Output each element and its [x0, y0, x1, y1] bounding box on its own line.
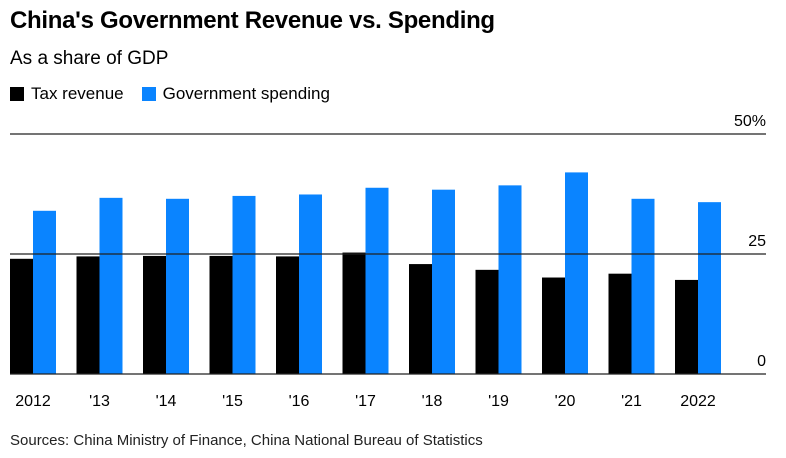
bar-tax-revenue-2: [143, 255, 166, 374]
legend-item-government-spending: Government spending: [141, 84, 330, 104]
bar-tax-revenue-0: [10, 258, 33, 374]
x-tick-label-10: 2022: [680, 393, 716, 410]
x-tick-label-7: '19: [488, 393, 509, 410]
x-tick-label-3: '15: [222, 393, 243, 410]
bar-tax-revenue-4: [276, 256, 299, 374]
bar-government-spending-2: [166, 198, 189, 374]
x-tick-label-9: '21: [621, 393, 642, 410]
chart-subtitle: As a share of GDP: [10, 48, 169, 69]
bar-government-spending-5: [365, 187, 389, 374]
legend-label-tax-revenue: Tax revenue: [31, 84, 124, 103]
bar-government-spending-4: [299, 194, 322, 374]
legend: Tax revenue Government spending: [10, 84, 348, 104]
legend-label-government-spending: Government spending: [162, 84, 330, 103]
bar-tax-revenue-1: [76, 256, 100, 374]
legend-swatch-tax-revenue: [10, 87, 24, 101]
bar-government-spending-7: [498, 185, 522, 374]
y-tick-label-0: 0: [757, 353, 766, 370]
bar-government-spending-3: [232, 195, 256, 374]
bar-tax-revenue-9: [608, 273, 632, 374]
bar-government-spending-8: [565, 172, 588, 374]
chart-title: China's Government Revenue vs. Spending: [10, 7, 495, 34]
bar-government-spending-10: [698, 202, 721, 374]
bar-tax-revenue-3: [209, 255, 233, 374]
x-tick-label-8: '20: [555, 393, 576, 410]
source-note: Sources: China Ministry of Finance, Chin…: [10, 432, 483, 449]
x-tick-label-1: '13: [89, 393, 110, 410]
legend-swatch-government-spending: [141, 87, 156, 101]
bar-tax-revenue-6: [409, 264, 432, 374]
legend-item-tax-revenue: Tax revenue: [10, 84, 124, 104]
bar-tax-revenue-7: [475, 269, 499, 374]
bar-tax-revenue-8: [542, 277, 565, 374]
x-tick-label-2: '14: [156, 393, 177, 410]
x-tick-label-4: '16: [289, 393, 310, 410]
y-tick-label-50: 50%: [734, 113, 766, 130]
y-tick-label-25: 25: [748, 233, 766, 250]
x-tick-label-6: '18: [422, 393, 443, 410]
x-tick-label-0: 2012: [15, 393, 51, 410]
bar-tax-revenue-10: [675, 279, 698, 374]
bar-government-spending-9: [631, 198, 655, 374]
bar-government-spending-0: [33, 210, 56, 374]
bar-government-spending-6: [432, 189, 455, 374]
x-tick-label-5: '17: [355, 393, 376, 410]
bar-government-spending-1: [99, 197, 123, 374]
bar-tax-revenue-5: [342, 252, 366, 374]
